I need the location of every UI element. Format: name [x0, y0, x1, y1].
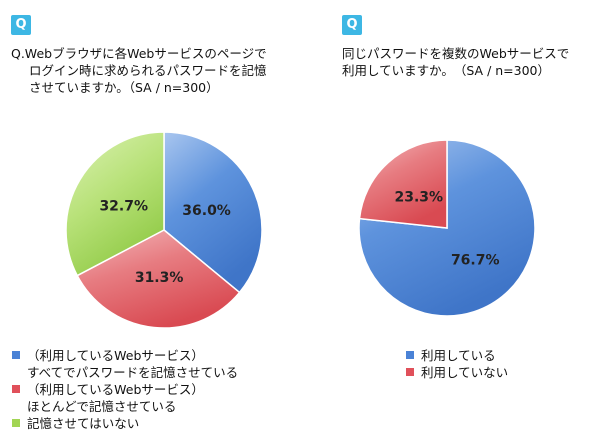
legend-label: 記憶させてはいない: [27, 416, 140, 431]
legend-swatch: [406, 351, 414, 359]
slice-value-label: 32.7%: [99, 199, 148, 215]
chart-panel-password-memory: Q Q.Webブラウザに各Webサービスのページで ログイン時に求められるパスワ…: [11, 15, 267, 432]
legend-item: （利用しているWebサービス） すべてでパスワードを記憶させている: [11, 347, 238, 381]
legend-label: （利用しているWebサービス）: [27, 382, 204, 397]
chart-panel-password-reuse: Q 同じパスワードを複数のWebサービスで 利用していますか。 （SA / n=…: [300, 0, 597, 446]
chart-title-line: ログイン時に求められるパスワードを記憶: [29, 63, 267, 78]
chart-legend: 利用している 利用していない: [405, 347, 508, 381]
pie-slice: [163, 131, 263, 294]
pie-slice: [65, 131, 165, 277]
chart-legend: （利用しているWebサービス） すべてでパスワードを記憶させている （利用してい…: [11, 347, 238, 432]
slice-value-label: 31.3%: [135, 270, 184, 286]
legend-swatch: [12, 419, 20, 427]
pie-slice: [358, 139, 448, 229]
legend-swatch: [406, 368, 414, 376]
chart-title-line: Q.Webブラウザに各Webサービスのページで: [11, 46, 267, 61]
legend-swatch: [12, 351, 20, 359]
pie-chart: 76.7% 23.3%: [358, 139, 536, 317]
legend-label: （利用しているWebサービス）: [27, 348, 204, 363]
question-badge: Q: [342, 15, 362, 35]
question-badge: Q: [11, 15, 31, 35]
slice-value-label: 76.7%: [451, 252, 500, 268]
legend-label: ほとんどで記憶させている: [27, 399, 177, 414]
legend-item: 利用していない: [405, 364, 508, 381]
chart-title: Q.Webブラウザに各Webサービスのページで ログイン時に求められるパスワード…: [11, 45, 267, 96]
legend-label: 利用していない: [421, 365, 509, 380]
legend-item: （利用しているWebサービス） ほとんどで記憶させている: [11, 381, 238, 415]
legend-item: 記憶させてはいない: [11, 415, 238, 432]
legend-swatch: [12, 385, 20, 393]
chart-title-line: 利用していますか。 （SA / n=300）: [342, 63, 551, 78]
slice-value-label: 36.0%: [182, 203, 231, 219]
legend-item: 利用している: [405, 347, 508, 364]
legend-label: すべてでパスワードを記憶させている: [27, 365, 239, 380]
slice-value-label: 23.3%: [394, 190, 443, 206]
chart-title: 同じパスワードを複数のWebサービスで 利用していますか。 （SA / n=30…: [342, 45, 569, 79]
legend-label: 利用している: [421, 348, 496, 363]
chart-title-line: 同じパスワードを複数のWebサービスで: [342, 46, 570, 61]
pie-chart: 36.0% 31.3% 32.7%: [65, 131, 263, 329]
chart-title-line: させていますか。（SA / n=300）: [29, 80, 219, 95]
